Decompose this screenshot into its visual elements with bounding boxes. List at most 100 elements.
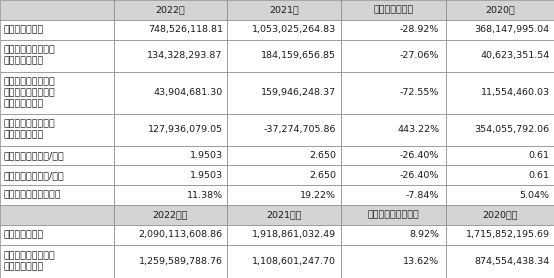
Bar	[0, 185, 114, 205]
Bar	[446, 146, 554, 165]
Text: 40,623,351.54: 40,623,351.54	[480, 51, 550, 60]
Text: -26.40%: -26.40%	[400, 151, 439, 160]
Bar	[446, 0, 554, 20]
Bar	[341, 146, 446, 165]
Text: 134,328,293.87: 134,328,293.87	[147, 51, 223, 60]
Text: 8.92%: 8.92%	[409, 230, 439, 239]
Bar	[446, 185, 554, 205]
Bar	[114, 205, 227, 225]
Text: 11,554,460.03: 11,554,460.03	[480, 88, 550, 97]
Bar	[341, 39, 446, 71]
Bar	[446, 205, 554, 225]
Text: 归属于上市公司股东
的净利润（元）: 归属于上市公司股东 的净利润（元）	[4, 46, 55, 66]
Text: -28.92%: -28.92%	[400, 25, 439, 34]
Bar	[0, 39, 114, 71]
Text: 资产总额（元）: 资产总额（元）	[4, 230, 44, 239]
Text: 经营活动产生的现金
流量净额（元）: 经营活动产生的现金 流量净额（元）	[4, 120, 55, 140]
Text: 5.04%: 5.04%	[520, 191, 550, 200]
Text: 11.38%: 11.38%	[187, 191, 223, 200]
Bar	[227, 146, 341, 165]
Bar	[114, 39, 227, 71]
Text: 19.22%: 19.22%	[300, 191, 336, 200]
Text: -27.06%: -27.06%	[400, 51, 439, 60]
Bar	[114, 20, 227, 39]
Text: 43,904,681.30: 43,904,681.30	[153, 88, 223, 97]
Text: 0.61: 0.61	[529, 171, 550, 180]
Text: 1,918,861,032.49: 1,918,861,032.49	[252, 230, 336, 239]
Bar	[0, 71, 114, 114]
Bar	[227, 0, 341, 20]
Bar	[341, 185, 446, 205]
Bar	[114, 0, 227, 20]
Text: 1.9503: 1.9503	[189, 171, 223, 180]
Bar	[0, 245, 114, 278]
Bar	[227, 20, 341, 39]
Text: 2020年末: 2020年末	[482, 210, 518, 219]
Bar	[341, 20, 446, 39]
Bar	[341, 205, 446, 225]
Bar	[341, 245, 446, 278]
Bar	[446, 71, 554, 114]
Bar	[114, 114, 227, 146]
Text: 159,946,248.37: 159,946,248.37	[261, 88, 336, 97]
Bar	[0, 20, 114, 39]
Text: 368,147,995.04: 368,147,995.04	[474, 25, 550, 34]
Bar	[0, 165, 114, 185]
Text: 0.61: 0.61	[529, 151, 550, 160]
Bar	[446, 225, 554, 245]
Text: 2021年末: 2021年末	[266, 210, 302, 219]
Text: -7.84%: -7.84%	[406, 191, 439, 200]
Text: -72.55%: -72.55%	[400, 88, 439, 97]
Bar	[227, 114, 341, 146]
Bar	[114, 146, 227, 165]
Text: 2.650: 2.650	[309, 171, 336, 180]
Bar	[341, 165, 446, 185]
Bar	[341, 225, 446, 245]
Text: 加权平均净资产收益率: 加权平均净资产收益率	[4, 191, 61, 200]
Text: 稀释每股收益（元/股）: 稀释每股收益（元/股）	[4, 171, 65, 180]
Bar	[446, 165, 554, 185]
Text: 2022年: 2022年	[156, 5, 185, 14]
Bar	[114, 71, 227, 114]
Bar	[114, 245, 227, 278]
Bar	[114, 225, 227, 245]
Bar	[0, 0, 114, 20]
Text: 2,090,113,608.86: 2,090,113,608.86	[138, 230, 223, 239]
Text: -37,274,705.86: -37,274,705.86	[264, 125, 336, 134]
Text: 1,053,025,264.83: 1,053,025,264.83	[252, 25, 336, 34]
Bar	[446, 39, 554, 71]
Bar	[227, 165, 341, 185]
Bar	[227, 245, 341, 278]
Bar	[227, 39, 341, 71]
Bar	[227, 185, 341, 205]
Bar	[341, 71, 446, 114]
Text: 443.22%: 443.22%	[397, 125, 439, 134]
Text: 归属于上市公司股东
的净资产（元）: 归属于上市公司股东 的净资产（元）	[4, 251, 55, 271]
Bar	[227, 205, 341, 225]
Bar	[0, 205, 114, 225]
Bar	[341, 114, 446, 146]
Text: -26.40%: -26.40%	[400, 171, 439, 180]
Text: 2020年: 2020年	[485, 5, 515, 14]
Text: 184,159,656.85: 184,159,656.85	[261, 51, 336, 60]
Text: 13.62%: 13.62%	[403, 257, 439, 266]
Text: 748,526,118.81: 748,526,118.81	[148, 25, 223, 34]
Bar	[0, 114, 114, 146]
Bar	[446, 114, 554, 146]
Text: 归属于上市公司股东
的扣除非经常性损益
的净利润（元）: 归属于上市公司股东 的扣除非经常性损益 的净利润（元）	[4, 77, 55, 108]
Text: 1,259,589,788.76: 1,259,589,788.76	[138, 257, 223, 266]
Text: 2022年末: 2022年末	[152, 210, 188, 219]
Text: 127,936,079.05: 127,936,079.05	[147, 125, 223, 134]
Text: 354,055,792.06: 354,055,792.06	[474, 125, 550, 134]
Bar	[0, 225, 114, 245]
Bar	[341, 0, 446, 20]
Text: 本年比上年增减: 本年比上年增减	[373, 5, 413, 14]
Text: 874,554,438.34: 874,554,438.34	[474, 257, 550, 266]
Text: 2.650: 2.650	[309, 151, 336, 160]
Bar	[227, 71, 341, 114]
Bar	[227, 225, 341, 245]
Text: 2021年: 2021年	[269, 5, 299, 14]
Text: 本年末比上年末增减: 本年末比上年末增减	[367, 210, 419, 219]
Text: 1,715,852,195.69: 1,715,852,195.69	[465, 230, 550, 239]
Text: 基本每股收益（元/股）: 基本每股收益（元/股）	[4, 151, 65, 160]
